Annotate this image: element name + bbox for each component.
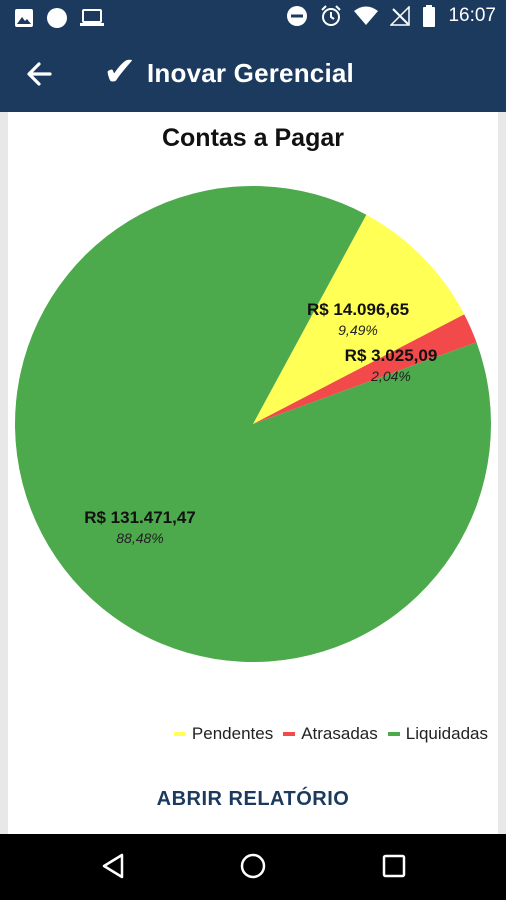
pie-slice-atrasadas[interactable]: [253, 314, 477, 424]
nav-bar: [0, 834, 506, 900]
chart-legend: Pendentes Atrasadas Liquidadas: [173, 724, 488, 744]
chart-card: Contas a Pagar R$ 14.096,65 9,49% R$ 3.0…: [8, 112, 498, 834]
wifi-icon: [354, 6, 379, 25]
slice-label-atrasadas: R$ 3.025,09 2,04%: [326, 346, 456, 384]
status-bar: 16:07: [0, 0, 506, 36]
slice-percent-atrasadas: 2,04%: [371, 368, 411, 384]
slice-percent-liquidadas: 88,48%: [116, 530, 164, 546]
slice-value-liquidadas: R$ 131.471,47: [84, 508, 196, 527]
slice-label-liquidadas: R$ 131.471,47 88,48%: [60, 508, 220, 546]
battery-icon: [423, 5, 436, 27]
slice-label-pendentes: R$ 14.096,65 9,49%: [288, 300, 428, 338]
check-icon: ✔: [103, 49, 137, 95]
legend-label-liquidadas: Liquidadas: [405, 724, 488, 743]
legend-swatch-pendentes: [173, 732, 186, 736]
home-circle-icon[interactable]: [239, 852, 267, 880]
chart-title: Contas a Pagar: [161, 124, 344, 152]
circle-icon: [47, 8, 67, 28]
clock: 16:07: [448, 5, 496, 26]
pie-chart: [15, 185, 492, 662]
pie-slice-pendentes[interactable]: [253, 214, 465, 424]
laptop-icon: [80, 9, 104, 26]
alarm-icon: [321, 5, 342, 26]
legend-item-liquidadas: Liquidadas: [387, 724, 488, 744]
recents-square-icon[interactable]: [380, 852, 408, 880]
legend-item-atrasadas: Atrasadas: [283, 724, 378, 744]
legend-swatch-liquidadas: [387, 732, 400, 736]
slice-value-pendentes: R$ 14.096,65: [306, 300, 410, 319]
back-triangle-icon[interactable]: [100, 852, 128, 880]
legend-swatch-atrasadas: [283, 732, 296, 736]
slice-percent-pendentes: 9,49%: [338, 322, 378, 338]
slice-value-atrasadas: R$ 3.025,09: [344, 346, 438, 365]
legend-item-pendentes: Pendentes: [173, 724, 274, 744]
legend-label-atrasadas: Atrasadas: [301, 724, 378, 743]
dnd-icon: [287, 6, 308, 26]
legend-label-pendentes: Pendentes: [191, 724, 274, 743]
back-arrow-icon[interactable]: [22, 56, 58, 92]
no-signal-icon: [390, 6, 411, 26]
image-icon: [15, 9, 33, 27]
app-title: Inovar Gerencial: [147, 58, 354, 88]
pie-slice-liquidadas[interactable]: [15, 185, 492, 662]
app-bar: ✔ Inovar Gerencial: [0, 36, 506, 112]
open-report-button[interactable]: ABRIR RELATÓRIO: [156, 788, 350, 810]
